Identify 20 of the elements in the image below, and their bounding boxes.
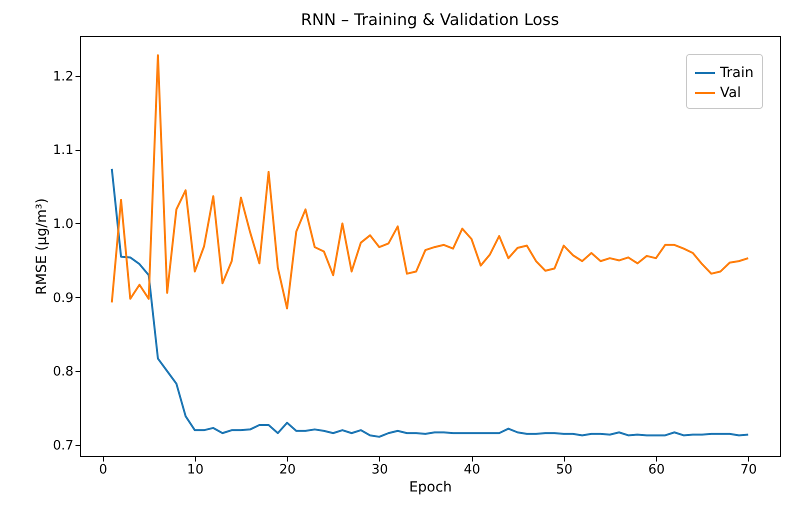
x-tick-label: 70 [740,462,757,478]
x-axis-title: Epoch [409,480,452,496]
y-tick-label: 1.2 [52,69,74,84]
y-tick-label: 1.0 [52,216,74,232]
legend-label: Train [719,65,754,81]
x-tick-label: 40 [464,462,480,478]
y-axis-title: RMSE (µg/m³) [34,198,50,295]
x-tick-label: 10 [187,462,204,478]
legend-label: Val [720,85,741,101]
y-tick-label: 0.9 [52,290,74,306]
line-series [110,168,750,438]
y-tick-label: 0.8 [52,364,74,380]
x-tick-label: 0 [98,462,108,478]
x-tick-label: 20 [279,462,296,478]
y-tick-label: 0.7 [52,438,74,454]
x-tick-label: 50 [556,462,572,478]
chart-title: RNN – Training & Validation Loss [300,10,560,29]
x-tick-label: 30 [372,462,388,478]
x-tick-label: 60 [648,462,665,478]
y-tick-label: 1.1 [52,143,74,158]
